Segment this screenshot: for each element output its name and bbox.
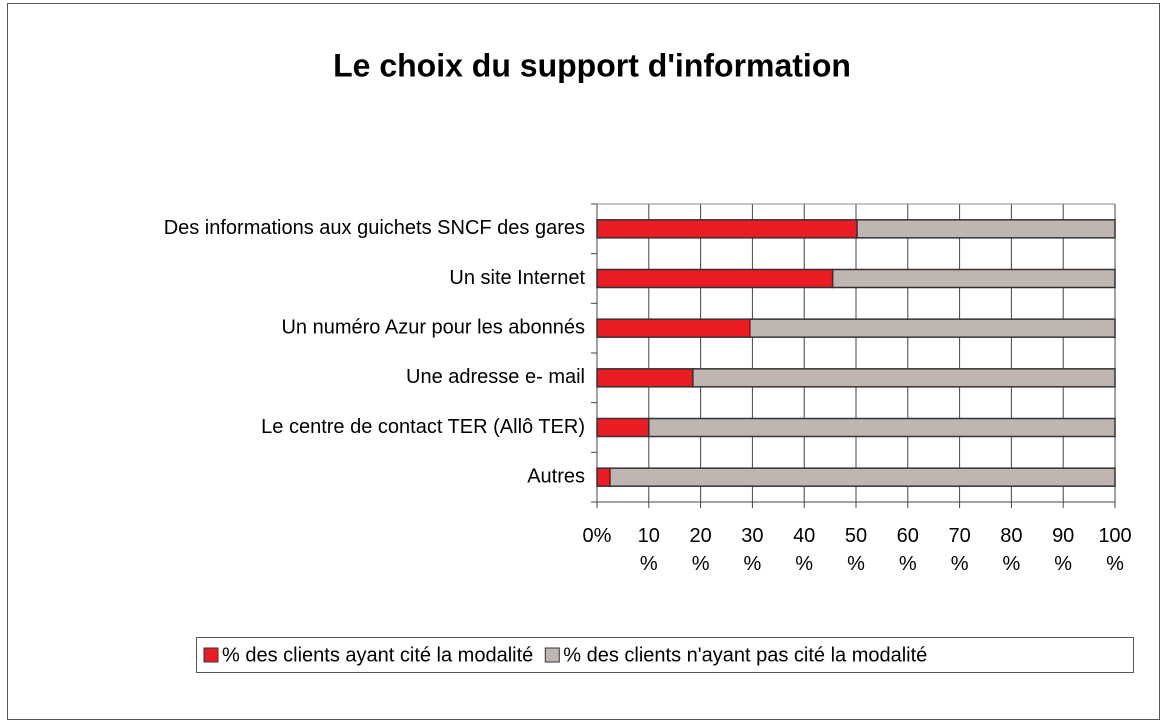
- legend-frame: [196, 637, 1134, 673]
- y-tick-label: Une adresse e- mail: [406, 366, 585, 388]
- bar-segment: [648, 417, 1116, 438]
- y-tick-label: Des informations aux guichets SNCF des g…: [164, 217, 585, 239]
- bar-segment: [749, 318, 1116, 338]
- x-tick-label: 50 %: [844, 525, 868, 575]
- bar-segment: [596, 467, 611, 487]
- chart-title: Le choix du support d'information: [333, 47, 851, 83]
- bar-segment: [856, 219, 1116, 239]
- x-tick-label: 40 %: [793, 525, 816, 575]
- x-tick-label: 30 %: [741, 525, 764, 575]
- x-tick-label: 20 %: [689, 525, 712, 575]
- legend-label: % des clients ayant cité la modalité: [222, 644, 533, 666]
- bar-segment: [692, 368, 1116, 388]
- bar-segment: [596, 318, 751, 338]
- legend-label: % des clients n'ayant pas cité la modali…: [563, 644, 927, 666]
- y-tick-label: Un numéro Azur pour les abonnés: [281, 316, 585, 338]
- bar-segment: [596, 368, 694, 388]
- bar-segment: [596, 417, 650, 438]
- y-tick-label: Un site Internet: [449, 267, 585, 289]
- y-tick-label: Autres: [527, 465, 585, 487]
- y-tick-label: Le centre de contact TER (Allô TER): [261, 416, 585, 438]
- x-tick-label: 10 %: [637, 525, 660, 575]
- x-tick-label: 80 %: [1000, 525, 1023, 575]
- x-tick-label: 90 %: [1052, 525, 1075, 575]
- x-tick-label: 0%: [582, 525, 612, 547]
- x-tick-label: 70 %: [948, 525, 971, 575]
- legend-swatch: [203, 647, 219, 663]
- bar-segment: [596, 219, 858, 239]
- x-tick-label: 100 %: [1098, 525, 1132, 575]
- bar-segment: [609, 467, 1116, 487]
- bar-segment: [596, 268, 834, 289]
- bar-segment: [831, 268, 1116, 289]
- legend-swatch: [544, 647, 560, 663]
- x-tick-label: 60 %: [896, 525, 919, 575]
